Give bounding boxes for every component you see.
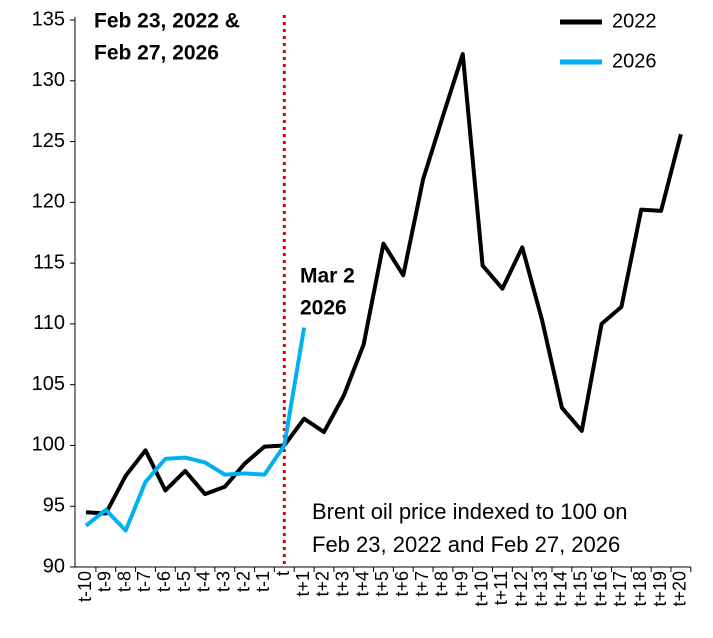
x-tick-label: t+13 (531, 571, 551, 607)
legend-label: 2026 (612, 50, 657, 72)
x-tick-label: t+8 (432, 571, 452, 597)
x-tick-label: t-7 (134, 571, 154, 592)
x-tick-label: t+19 (650, 571, 670, 607)
y-tick-label: 125 (32, 130, 65, 152)
legend-label: 2022 (612, 10, 657, 32)
series-line (84, 327, 307, 533)
y-tick-label: 95 (43, 495, 65, 517)
x-tick-label: t+16 (590, 571, 610, 607)
x-tick-label: t+17 (610, 571, 630, 607)
x-tick-label: t+1 (293, 571, 313, 597)
y-tick-label: 130 (32, 69, 65, 91)
x-tick-label: t+6 (392, 571, 412, 597)
y-tick-label: 90 (43, 555, 65, 577)
annotation: Feb 27, 2026 (94, 42, 219, 65)
x-tick-label: t-3 (214, 571, 234, 592)
x-tick-label: t+15 (571, 571, 591, 607)
x-tick-label: t+4 (352, 571, 372, 597)
y-tick-label: 110 (33, 312, 65, 334)
annotation: 2026 (300, 297, 347, 320)
x-tick-label: t-1 (253, 571, 273, 592)
annotation: Feb 23, 2022 and Feb 27, 2026 (312, 532, 620, 557)
x-tick-label: t+3 (333, 571, 353, 597)
x-tick-label: t-6 (154, 571, 174, 592)
x-tick-label: t+20 (670, 571, 690, 607)
y-tick-label: 135 (32, 8, 65, 30)
series-line (85, 52, 683, 516)
x-tick-label: t-10 (75, 571, 95, 602)
x-tick-label: t+18 (630, 571, 650, 607)
x-tick-label: t+2 (313, 571, 333, 597)
y-tick-label: 115 (33, 251, 65, 273)
annotation: Brent oil price indexed to 100 on (312, 499, 628, 524)
x-tick-label: t-2 (233, 571, 253, 592)
x-tick-label: t+12 (511, 571, 531, 607)
x-tick-label: t (273, 571, 293, 576)
x-tick-label: t-5 (174, 571, 194, 592)
y-tick-label: 120 (32, 191, 65, 213)
x-tick-label: t+10 (471, 571, 491, 607)
annotation: Mar 2 (300, 265, 355, 288)
x-tick-label: t+7 (412, 571, 432, 597)
x-tick-label: t+9 (452, 571, 472, 597)
x-tick-label: t-8 (114, 571, 134, 592)
x-tick-label: t-4 (194, 571, 214, 592)
x-tick-label: t+14 (551, 571, 571, 607)
x-tick-label: t+5 (372, 571, 392, 597)
y-tick-label: 105 (32, 373, 65, 395)
y-tick-label: 100 (32, 434, 65, 456)
x-tick-label: t+11 (491, 571, 511, 605)
x-tick-label: t-9 (95, 571, 115, 592)
annotation: Feb 23, 2022 & (94, 10, 240, 33)
